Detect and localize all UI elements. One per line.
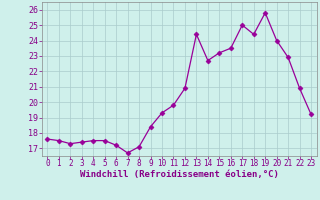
X-axis label: Windchill (Refroidissement éolien,°C): Windchill (Refroidissement éolien,°C) [80,170,279,179]
